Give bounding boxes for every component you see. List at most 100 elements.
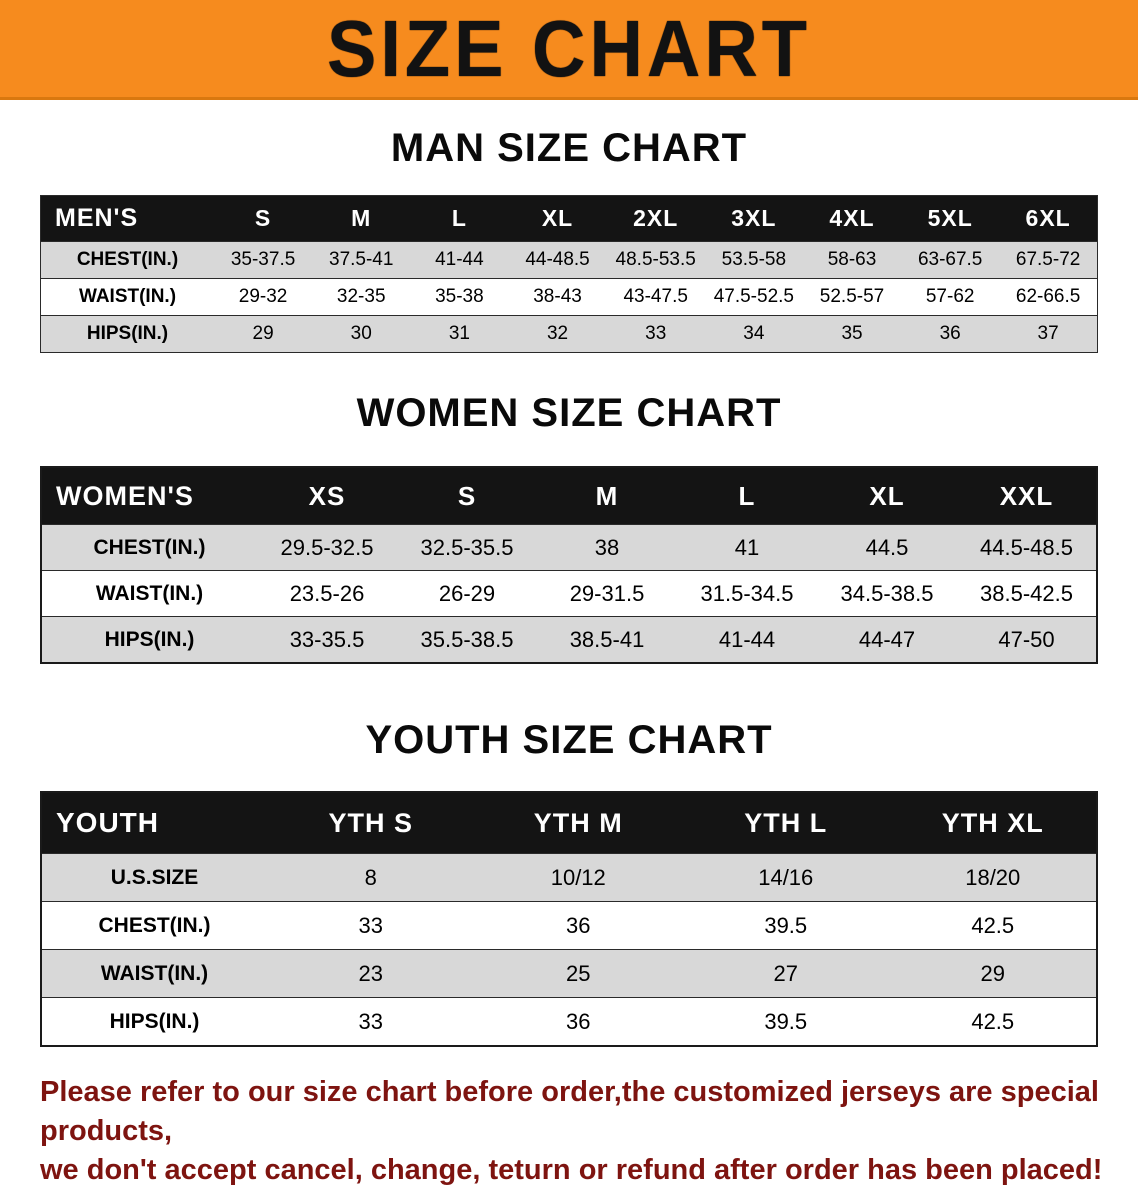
size-column-header: S [214, 195, 313, 242]
row-label: WAIST(IN.) [40, 278, 214, 316]
row-label: U.S.SIZE [41, 853, 267, 902]
size-value-cell: 44.5 [817, 524, 957, 571]
table-row: WAIST(IN.) 29-32 32-35 35-38 38-43 43-47.5 47.… [40, 278, 1098, 316]
row-label: HIPS(IN.) [41, 616, 257, 664]
size-value-cell: 37.5-41 [312, 241, 411, 279]
table-row: CHEST(IN.) 33 36 39.5 42.5 [41, 901, 1097, 950]
table-row: WAIST(IN.) 23.5-26 26-29 29-31.5 31.5-34.5 34… [41, 570, 1097, 617]
table-row: CHEST(IN.) 35-37.5 37.5-41 41-44 44-48.5 48.5… [40, 241, 1098, 279]
size-value-cell: 29.5-32.5 [257, 524, 397, 571]
size-value-cell: 38.5-42.5 [957, 570, 1097, 617]
size-value-cell: 30 [312, 315, 411, 353]
header-row: WOMEN'S XS S M L XL XXL [41, 467, 1097, 525]
table-row: HIPS(IN.) 29 30 31 32 33 34 35 36 37 [40, 315, 1098, 353]
size-value-cell: 38.5-41 [537, 616, 677, 664]
size-value-cell: 18/20 [889, 853, 1097, 902]
size-value-cell: 57-62 [901, 278, 1000, 316]
men-size-section: MAN SIZE CHART MEN'S S M L XL 2XL 3XL 4XL 5XL 6XL… [0, 126, 1138, 353]
size-value-cell: 36 [474, 901, 682, 950]
size-value-cell: 33 [267, 901, 475, 950]
table-corner-label: WOMEN'S [41, 467, 257, 525]
size-value-cell: 44-47 [817, 616, 957, 664]
size-column-header: L [677, 467, 817, 525]
table-row: HIPS(IN.) 33 36 39.5 42.5 [41, 997, 1097, 1047]
size-value-cell: 31 [410, 315, 509, 353]
size-column-header: XL [508, 195, 607, 242]
size-value-cell: 67.5-72 [999, 241, 1098, 279]
size-value-cell: 29 [889, 949, 1097, 998]
size-value-cell: 8 [267, 853, 475, 902]
men-size-table: MEN'S S M L XL 2XL 3XL 4XL 5XL 6XL CHEST(IN.) 35-37… [40, 195, 1098, 353]
size-column-header: XXL [957, 467, 1097, 525]
size-column-header: XS [257, 467, 397, 525]
size-value-cell: 48.5-53.5 [606, 241, 705, 279]
size-value-cell: 27 [682, 949, 890, 998]
size-value-cell: 62-66.5 [999, 278, 1098, 316]
size-column-header: YTH S [267, 792, 475, 854]
row-label: CHEST(IN.) [41, 901, 267, 950]
size-value-cell: 41-44 [410, 241, 509, 279]
header-row: MEN'S S M L XL 2XL 3XL 4XL 5XL 6XL [40, 195, 1098, 242]
size-value-cell: 32-35 [312, 278, 411, 316]
youth-section-heading: YOUTH SIZE CHART [365, 718, 773, 762]
size-value-cell: 42.5 [889, 997, 1097, 1047]
table-corner-label: MEN'S [40, 195, 214, 242]
size-column-header: 6XL [999, 195, 1098, 242]
size-value-cell: 32 [508, 315, 607, 353]
size-value-cell: 35 [802, 315, 902, 353]
size-value-cell: 31.5-34.5 [677, 570, 817, 617]
table-row: CHEST(IN.) 29.5-32.5 32.5-35.5 38 41 44.5 44.5… [41, 524, 1097, 571]
size-value-cell: 29-32 [214, 278, 313, 316]
youth-size-section: YOUTH SIZE CHART YOUTH YTH S YTH M YTH L YTH… [0, 718, 1138, 1047]
size-value-cell: 53.5-58 [704, 241, 803, 279]
size-value-cell: 63-67.5 [901, 241, 1000, 279]
size-value-cell: 58-63 [802, 241, 902, 279]
size-value-cell: 33-35.5 [257, 616, 397, 664]
size-value-cell: 26-29 [397, 570, 537, 617]
header-row: YOUTH YTH S YTH M YTH L YTH XL [41, 792, 1097, 854]
size-value-cell: 29 [214, 315, 313, 353]
women-size-section: WOMEN SIZE CHART WOMEN'S XS S M L XL XXL CHEST(… [0, 391, 1138, 664]
size-column-header: 3XL [704, 195, 803, 242]
size-value-cell: 36 [901, 315, 1000, 353]
row-label: WAIST(IN.) [41, 570, 257, 617]
size-value-cell: 34 [704, 315, 803, 353]
size-value-cell: 25 [474, 949, 682, 998]
table-row: U.S.SIZE 8 10/12 14/16 18/20 [41, 853, 1097, 902]
size-value-cell: 41 [677, 524, 817, 571]
size-value-cell: 43-47.5 [606, 278, 705, 316]
women-size-table: WOMEN'S XS S M L XL XXL CHEST(IN.) 29.5-32.5 32.5… [40, 466, 1098, 664]
size-value-cell: 44.5-48.5 [957, 524, 1097, 571]
size-column-header: YTH M [474, 792, 682, 854]
women-section-heading: WOMEN SIZE CHART [356, 391, 782, 435]
size-chart-banner: SIZE CHART [0, 0, 1138, 100]
size-column-header: M [537, 467, 677, 525]
size-value-cell: 33 [267, 997, 475, 1047]
size-column-header: YTH XL [889, 792, 1097, 854]
size-value-cell: 23.5-26 [257, 570, 397, 617]
size-value-cell: 29-31.5 [537, 570, 677, 617]
size-value-cell: 36 [474, 997, 682, 1047]
size-value-cell: 35.5-38.5 [397, 616, 537, 664]
size-value-cell: 33 [606, 315, 705, 353]
size-column-header: M [312, 195, 411, 242]
table-row: WAIST(IN.) 23 25 27 29 [41, 949, 1097, 998]
size-column-header: S [397, 467, 537, 525]
size-value-cell: 35-37.5 [214, 241, 313, 279]
size-value-cell: 32.5-35.5 [397, 524, 537, 571]
size-value-cell: 34.5-38.5 [817, 570, 957, 617]
disclaimer-line-2: we don't accept cancel, change, teturn o… [40, 1154, 1103, 1187]
size-value-cell: 39.5 [682, 901, 890, 950]
size-column-header: 2XL [606, 195, 705, 242]
size-column-header: YTH L [682, 792, 890, 854]
size-value-cell: 37 [999, 315, 1098, 353]
row-label: HIPS(IN.) [41, 997, 267, 1047]
size-value-cell: 52.5-57 [802, 278, 902, 316]
size-column-header: 4XL [802, 195, 902, 242]
banner-title: SIZE CHART [327, 3, 811, 94]
disclaimer-line-1: Please refer to our size chart before or… [40, 1076, 1099, 1148]
size-value-cell: 10/12 [474, 853, 682, 902]
size-value-cell: 44-48.5 [508, 241, 607, 279]
row-label: CHEST(IN.) [40, 241, 214, 279]
row-label: CHEST(IN.) [41, 524, 257, 571]
